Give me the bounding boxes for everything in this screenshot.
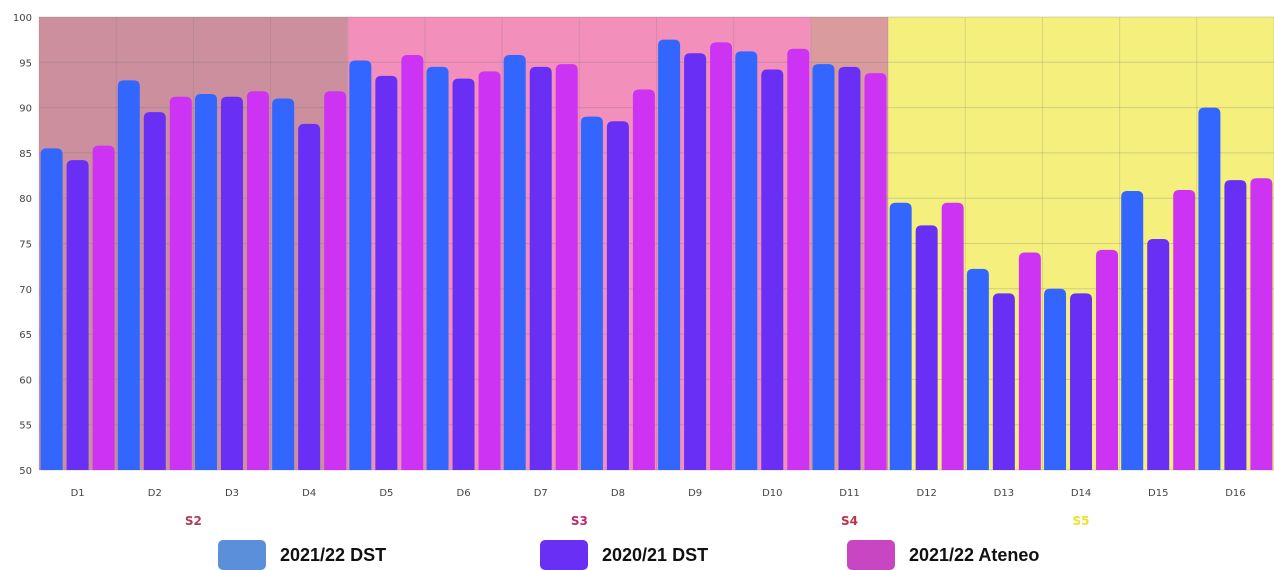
bar-d13-series-3 xyxy=(1018,252,1041,470)
bar-d6-series-3 xyxy=(478,71,501,471)
bar-d14-series-1 xyxy=(1044,288,1067,470)
legend: 2021/22 DST 2020/21 DST 2021/22 Ateneo xyxy=(0,540,1274,570)
x-tick-label-d3: D3 xyxy=(225,488,239,499)
x-tick-label-d2: D2 xyxy=(148,488,162,499)
legend-label-series-1: 2021/22 DST xyxy=(280,544,387,565)
y-tick-label-100: 100 xyxy=(13,13,32,24)
y-tick-label-55: 55 xyxy=(19,421,32,432)
x-tick-label-d1: D1 xyxy=(71,488,85,499)
bar-d10-series-3 xyxy=(787,48,810,471)
bar-d14-series-2 xyxy=(1070,293,1093,470)
x-axis-ticks: D1 D2 D3 D4 D5 D6 D7 D8 D9 D10 D11 D12 D13 D14 D15 D16 xyxy=(71,488,1246,499)
y-axis-ticks: 50 55 60 65 70 75 80 85 90 95 100 xyxy=(13,13,32,477)
section-labels: S2 S3 S4 S5 xyxy=(185,514,1090,528)
y-tick-label-90: 90 xyxy=(19,104,32,115)
legend-label-series-2: 2020/21 DST xyxy=(602,544,709,565)
bar-d4-series-1 xyxy=(272,98,295,470)
legend-swatch-series-3 xyxy=(847,540,895,570)
bar-d6-series-1 xyxy=(426,66,449,470)
y-tick-label-65: 65 xyxy=(19,330,32,341)
bar-d2-series-1 xyxy=(117,80,140,471)
bar-d3-series-1 xyxy=(194,94,217,470)
bar-d4-series-3 xyxy=(324,91,347,471)
section-band-s3 xyxy=(347,17,811,470)
bar-d15-series-3 xyxy=(1173,190,1196,470)
section-label-s5: S5 xyxy=(1073,514,1090,528)
chart: 50 55 60 65 70 75 80 85 90 95 100 D1 D2 D3 D4 D5 D6 D7 D8… xyxy=(13,13,1274,528)
bar-d8-series-2 xyxy=(606,121,629,470)
bar-d15-series-2 xyxy=(1147,238,1170,470)
bar-d1-series-3 xyxy=(92,145,115,471)
bar-d5-series-3 xyxy=(401,55,424,470)
bar-d7-series-2 xyxy=(529,66,552,470)
bar-d2-series-2 xyxy=(143,112,166,470)
section-label-s3: S3 xyxy=(571,514,588,528)
bar-d13-series-2 xyxy=(992,293,1015,470)
legend-swatch-series-2 xyxy=(540,540,588,570)
y-tick-label-50: 50 xyxy=(19,466,32,477)
bar-d9-series-2 xyxy=(684,53,707,471)
bar-d12-series-2 xyxy=(915,225,938,470)
x-tick-label-d13: D13 xyxy=(994,488,1014,499)
bar-d9-series-1 xyxy=(658,39,681,471)
x-tick-label-d7: D7 xyxy=(534,488,548,499)
y-tick-label-80: 80 xyxy=(19,194,32,205)
section-band-s2 xyxy=(39,17,348,470)
bar-d16-series-2 xyxy=(1224,180,1247,470)
x-tick-label-d11: D11 xyxy=(839,488,859,499)
bar-d16-series-3 xyxy=(1250,178,1273,470)
bar-d12-series-3 xyxy=(941,202,964,471)
x-tick-label-d12: D12 xyxy=(916,488,936,499)
y-tick-label-60: 60 xyxy=(19,375,32,386)
x-tick-label-d14: D14 xyxy=(1071,488,1091,499)
x-tick-label-d15: D15 xyxy=(1148,488,1168,499)
bar-d3-series-2 xyxy=(220,96,243,470)
x-tick-label-d10: D10 xyxy=(762,488,782,499)
bar-d11-series-1 xyxy=(812,64,835,470)
bar-d8-series-1 xyxy=(580,116,603,470)
bar-d9-series-3 xyxy=(710,42,733,470)
bar-d11-series-3 xyxy=(864,73,887,470)
bar-d7-series-3 xyxy=(555,64,578,470)
bar-d16-series-1 xyxy=(1198,107,1221,470)
legend-item-series-3: 2021/22 Ateneo xyxy=(847,540,1039,570)
bar-d8-series-3 xyxy=(632,89,655,470)
gridlines xyxy=(38,16,1274,471)
bar-d3-series-3 xyxy=(246,91,269,471)
section-label-s2: S2 xyxy=(185,514,202,528)
x-tick-label-d9: D9 xyxy=(688,488,702,499)
legend-label-series-3: 2021/22 Ateneo xyxy=(909,544,1040,565)
bar-d14-series-3 xyxy=(1096,249,1119,470)
x-tick-label-d6: D6 xyxy=(457,488,471,499)
legend-item-series-1: 2021/22 DST xyxy=(218,540,386,570)
y-tick-label-70: 70 xyxy=(19,285,32,296)
bar-d13-series-1 xyxy=(966,268,989,470)
legend-item-series-2: 2020/21 DST xyxy=(540,540,708,570)
y-tick-label-85: 85 xyxy=(19,149,32,160)
bar-d5-series-2 xyxy=(375,75,398,470)
bar-d7-series-1 xyxy=(503,55,526,470)
bars xyxy=(40,39,1273,471)
bar-d5-series-1 xyxy=(349,60,372,470)
x-tick-label-d4: D4 xyxy=(302,488,316,499)
bar-d2-series-3 xyxy=(169,96,192,470)
y-tick-label-75: 75 xyxy=(19,240,32,251)
bar-d15-series-1 xyxy=(1121,190,1144,470)
bar-d1-series-1 xyxy=(40,148,63,470)
y-tick-label-95: 95 xyxy=(19,58,32,69)
x-tick-label-d16: D16 xyxy=(1225,488,1245,499)
x-tick-label-d5: D5 xyxy=(379,488,393,499)
bar-d11-series-2 xyxy=(838,66,861,470)
bar-d1-series-2 xyxy=(66,160,89,470)
bar-d10-series-2 xyxy=(761,69,784,470)
x-tick-label-d8: D8 xyxy=(611,488,625,499)
bar-d10-series-1 xyxy=(735,51,758,470)
bar-d6-series-2 xyxy=(452,78,475,470)
bar-d12-series-1 xyxy=(889,202,912,471)
section-label-s4: S4 xyxy=(841,514,858,528)
bar-d4-series-2 xyxy=(298,123,321,471)
legend-swatch-series-1 xyxy=(218,540,266,570)
